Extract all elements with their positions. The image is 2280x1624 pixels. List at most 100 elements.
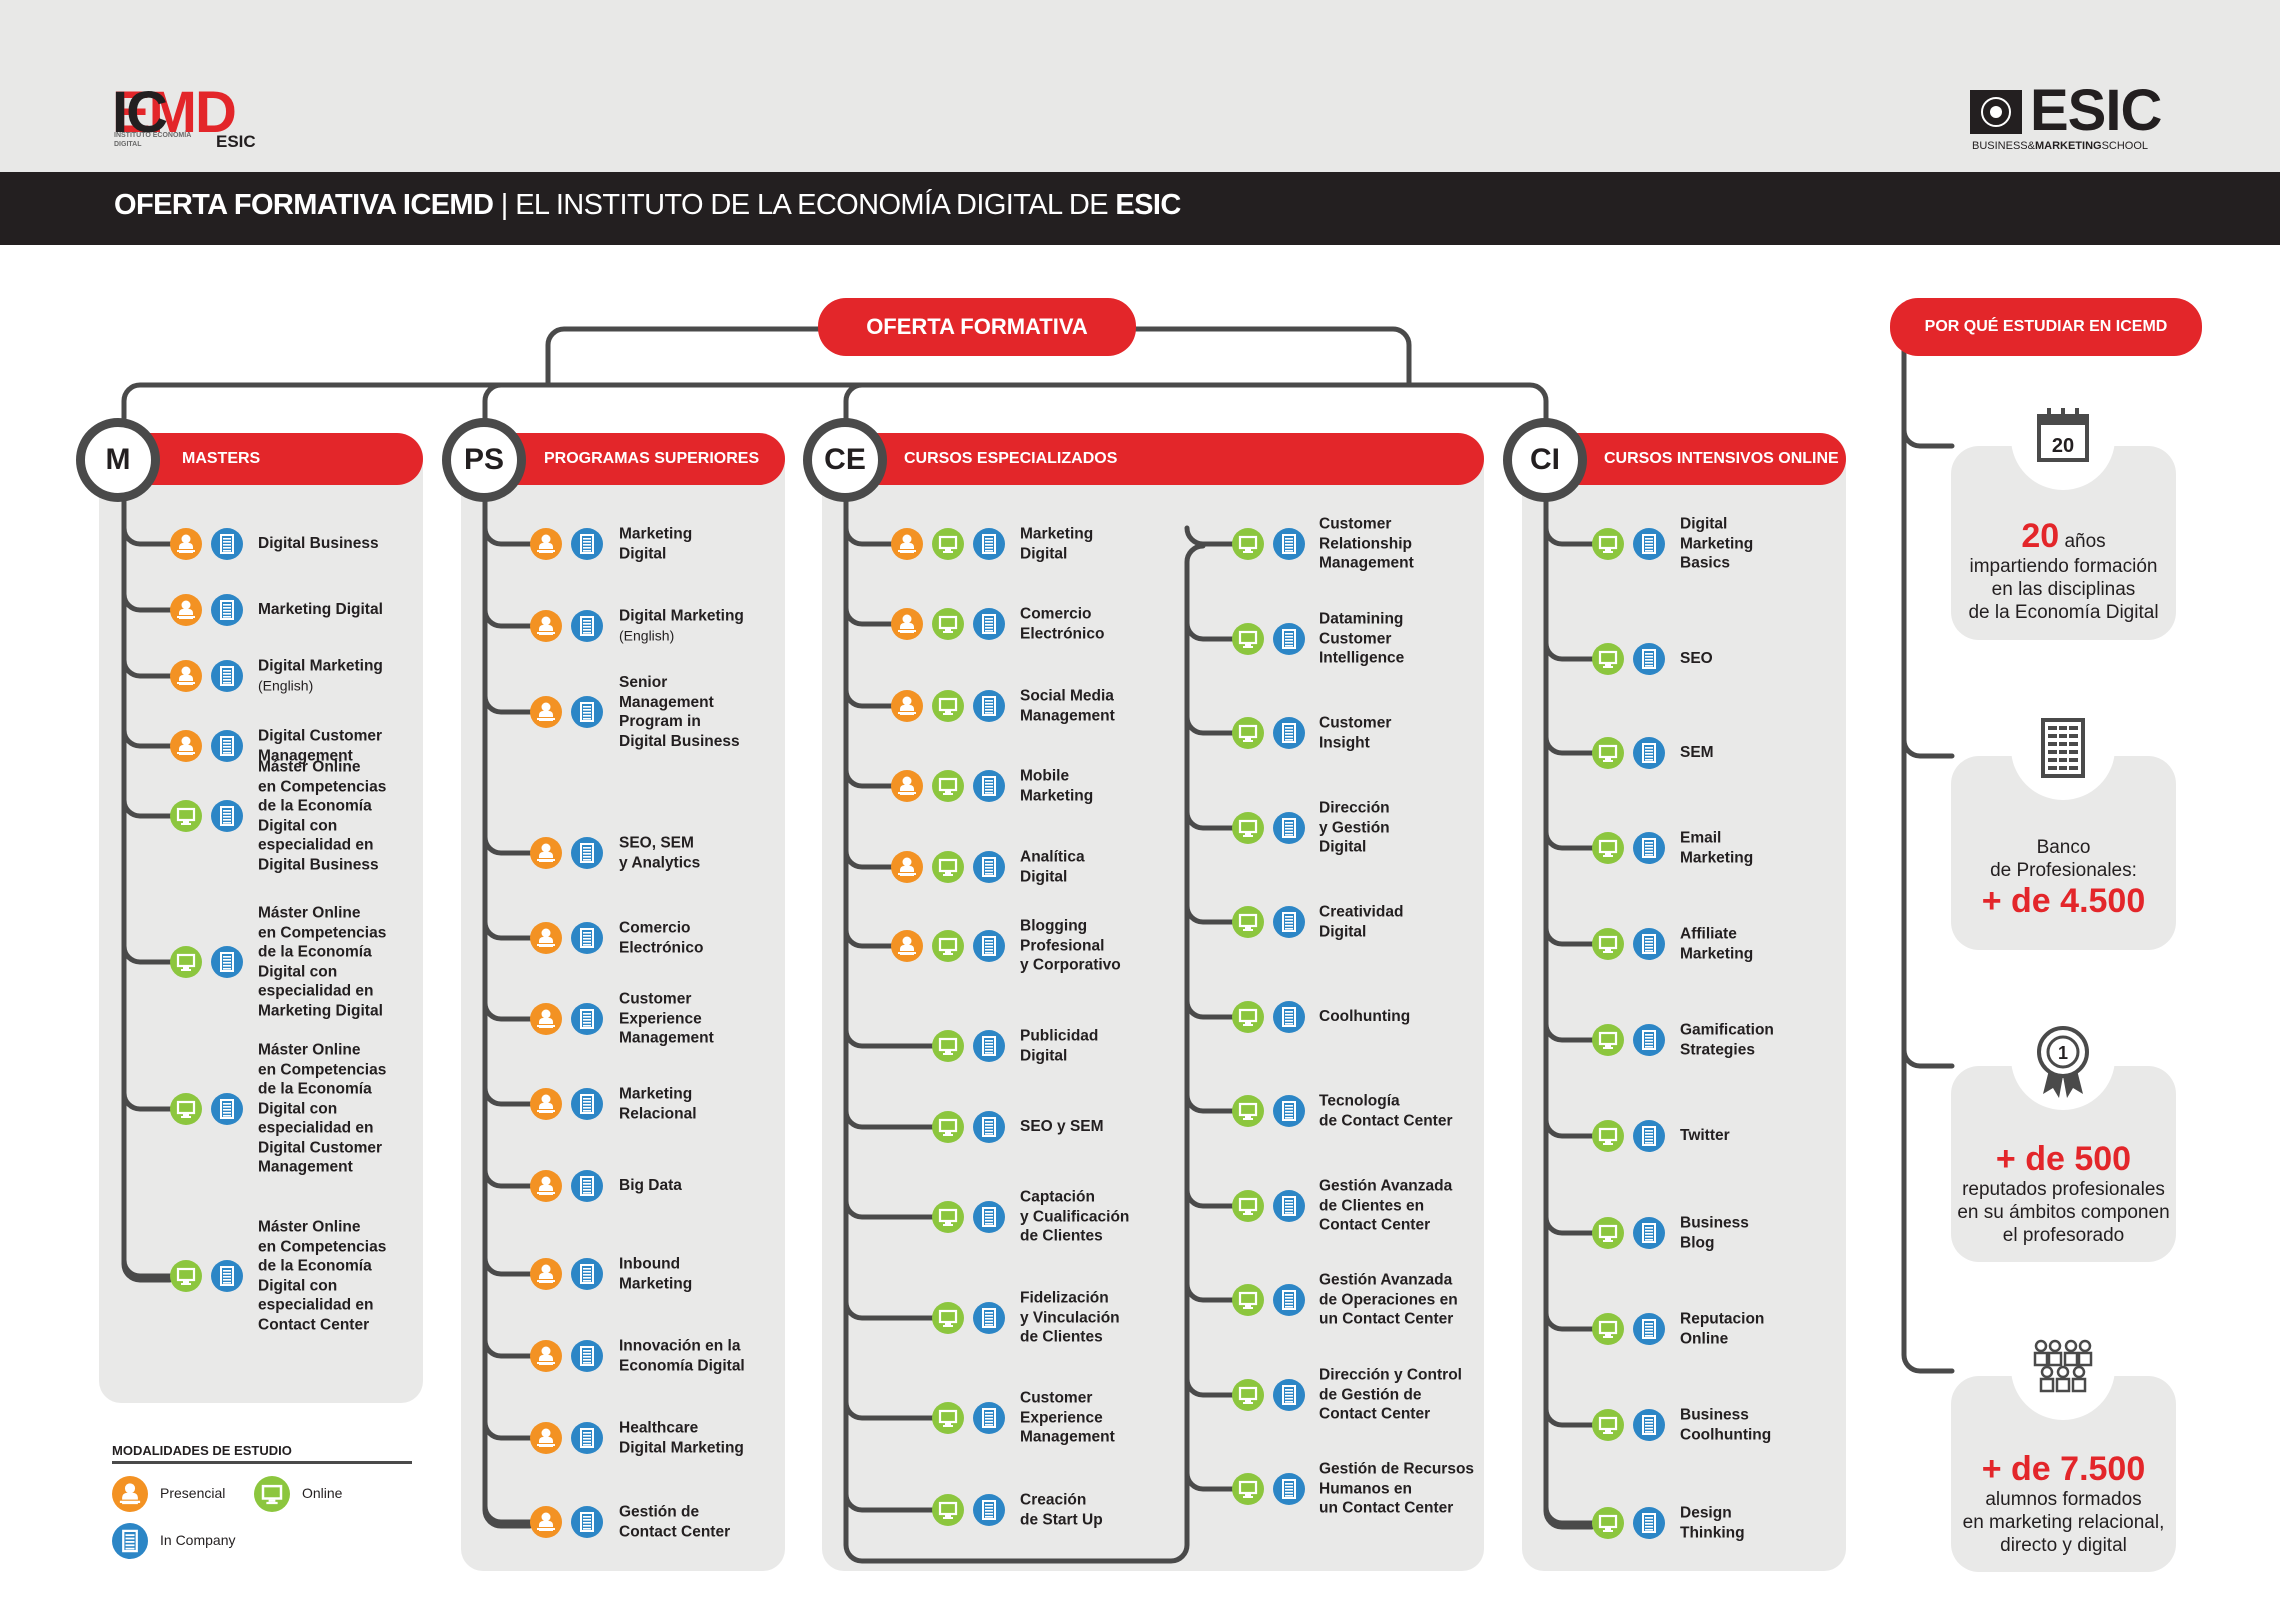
presencial-icon (530, 1340, 562, 1372)
section-header-especializados[interactable]: CURSOS ESPECIALIZADOS (846, 433, 1484, 485)
course-item[interactable]: Marketing Digital (619, 525, 692, 564)
branch-connector (1543, 640, 1595, 662)
course-item[interactable]: Digital Marketing (English) (619, 607, 744, 646)
section-header-programas[interactable]: PROGRAMAS SUPERIORES (485, 433, 785, 485)
course-item[interactable]: Comercio Electrónico (1020, 605, 1104, 644)
course-item-label: Fidelización y Vinculación de Clientes (1020, 1289, 1120, 1346)
course-item[interactable]: Senior Management Program in Digital Bus… (619, 673, 740, 751)
course-item[interactable]: Gestión de Contact Center (619, 1503, 730, 1542)
course-item[interactable]: Innovación en la Economía Digital (619, 1337, 745, 1376)
course-item[interactable]: Design Thinking (1680, 1504, 1745, 1543)
course-item[interactable]: Dirección y Gestión Digital (1319, 799, 1390, 858)
masters-trunk (121, 477, 173, 1283)
branch-connector (843, 687, 894, 709)
presencial-icon (530, 1422, 562, 1454)
branch-connector (121, 727, 173, 749)
branch-connector (843, 767, 894, 789)
course-item[interactable]: Mobile Marketing (1020, 767, 1093, 806)
course-item[interactable]: Digital Marketing Basics (1680, 515, 1753, 574)
course-item[interactable]: Business Coolhunting (1680, 1406, 1771, 1445)
course-item-label: Marketing Digital (1020, 525, 1094, 563)
course-item[interactable]: Healthcare Digital Marketing (619, 1419, 744, 1458)
in-company-icon (973, 1402, 1005, 1434)
section-abbr: CI (1530, 443, 1560, 476)
presencial-icon (530, 610, 562, 642)
in-company-icon (1273, 717, 1305, 749)
course-item[interactable]: Blogging Profesional y Corporativo (1020, 917, 1121, 976)
course-item[interactable]: Fidelización y Vinculación de Clientes (1020, 1289, 1120, 1348)
course-item[interactable]: SEO y SEM (1020, 1117, 1104, 1137)
course-item[interactable]: Máster Online en Competencias de la Econ… (258, 904, 386, 1021)
course-item[interactable]: Captación y Cualificación de Clientes (1020, 1188, 1129, 1247)
course-item[interactable]: Marketing Digital (1020, 525, 1093, 564)
in-company-icon (973, 1111, 1005, 1143)
course-item[interactable]: Gamification Strategies (1680, 1021, 1774, 1060)
course-item[interactable]: Dirección y Control de Gestión de Contac… (1319, 1366, 1462, 1425)
why-label: POR QUÉ ESTUDIAR EN ICEMD (1924, 318, 2168, 335)
presencial-icon (170, 730, 202, 762)
course-item[interactable]: Digital Marketing (English) (258, 657, 383, 696)
in-company-icon (571, 922, 603, 954)
online-icon (1592, 1217, 1624, 1249)
course-item[interactable]: Creación de Start Up (1020, 1491, 1103, 1530)
in-company-icon (1273, 1001, 1305, 1033)
course-item[interactable]: Máster Online en Competencias de la Econ… (258, 1218, 386, 1335)
course-item[interactable]: Twitter (1680, 1126, 1730, 1146)
course-item[interactable]: Analítica Digital (1020, 848, 1085, 887)
course-item[interactable]: Gestión de Recursos Humanos en un Contac… (1319, 1460, 1474, 1519)
course-item[interactable]: SEO, SEM y Analytics (619, 834, 700, 873)
course-item-label: Máster Online en Competencias de la Econ… (258, 758, 387, 874)
course-item[interactable]: Marketing Digital (258, 600, 383, 620)
course-item-label: Máster Online en Competencias de la Econ… (258, 1041, 387, 1176)
course-item[interactable]: SEM (1680, 743, 1714, 763)
course-item[interactable]: Digital Business (258, 534, 379, 554)
course-item[interactable]: Marketing Relacional (619, 1085, 697, 1124)
branch-connector (482, 1337, 533, 1359)
course-item[interactable]: Business Blog (1680, 1214, 1749, 1253)
presencial-icon (891, 851, 923, 883)
course-item[interactable]: Affiliate Marketing (1680, 925, 1753, 964)
course-item[interactable]: Gestión Avanzada de Clientes en Contact … (1319, 1177, 1452, 1236)
tag-b: MARKETING (2034, 140, 2102, 152)
course-item[interactable]: Gestión Avanzada de Operaciones en un Co… (1319, 1271, 1458, 1330)
course-item[interactable]: Email Marketing (1680, 829, 1753, 868)
in-company-icon (1273, 1095, 1305, 1127)
course-item[interactable]: Customer Experience Management (1020, 1389, 1115, 1448)
why-study-pill[interactable]: POR QUÉ ESTUDIAR EN ICEMD (1890, 298, 2202, 356)
section-header-masters[interactable]: MASTERS (124, 433, 423, 485)
in-company-icon (1273, 623, 1305, 655)
course-item[interactable]: Máster Online en Competencias de la Econ… (258, 1041, 386, 1178)
course-item[interactable]: Customer Insight (1319, 714, 1391, 753)
in-company-icon (1633, 1409, 1665, 1441)
course-item[interactable]: Big Data (619, 1176, 682, 1196)
course-item[interactable]: Inbound Marketing (619, 1255, 692, 1294)
course-item[interactable]: Customer Experience Management (619, 990, 714, 1049)
course-item[interactable]: Comercio Electrónico (619, 919, 703, 958)
course-item[interactable]: Tecnología de Contact Center (1319, 1092, 1453, 1131)
branch-connector (1184, 903, 1235, 925)
online-icon (932, 770, 964, 802)
course-item[interactable]: Social Media Management (1020, 687, 1115, 726)
in-company-icon (571, 837, 603, 869)
course-item[interactable]: Máster Online en Competencias de la Econ… (258, 758, 386, 875)
online-icon (170, 946, 202, 978)
course-item[interactable]: Creatividad Digital (1319, 903, 1403, 942)
course-item[interactable]: Datamining Customer Intelligence (1319, 610, 1404, 669)
presencial-icon (891, 690, 923, 722)
root-oferta-formativa[interactable]: OFERTA FORMATIVA (818, 298, 1136, 356)
course-item[interactable]: Reputacion Online (1680, 1310, 1764, 1349)
course-item[interactable]: Coolhunting (1319, 1007, 1410, 1027)
course-item-label: Analítica Digital (1020, 848, 1085, 886)
course-item[interactable]: SEO (1680, 649, 1713, 669)
online-icon (1232, 1379, 1264, 1411)
course-item[interactable]: Customer Relationship Management (1319, 515, 1414, 574)
course-item-label: Datamining Customer Intelligence (1319, 610, 1405, 667)
course-item[interactable]: Publicidad Digital (1020, 1027, 1098, 1066)
section-header-intensivos[interactable]: CURSOS INTENSIVOS ONLINE (1546, 433, 1846, 485)
online-icon (1232, 623, 1264, 655)
in-company-icon (1633, 1024, 1665, 1056)
in-company-icon (973, 1030, 1005, 1062)
presencial-icon (530, 922, 562, 954)
icemd-logo[interactable]: IC EMD INSTITUTO ECONOMÍA DIGITAL ESIC (112, 84, 256, 152)
course-item[interactable]: Digital Customer Management (258, 727, 382, 766)
